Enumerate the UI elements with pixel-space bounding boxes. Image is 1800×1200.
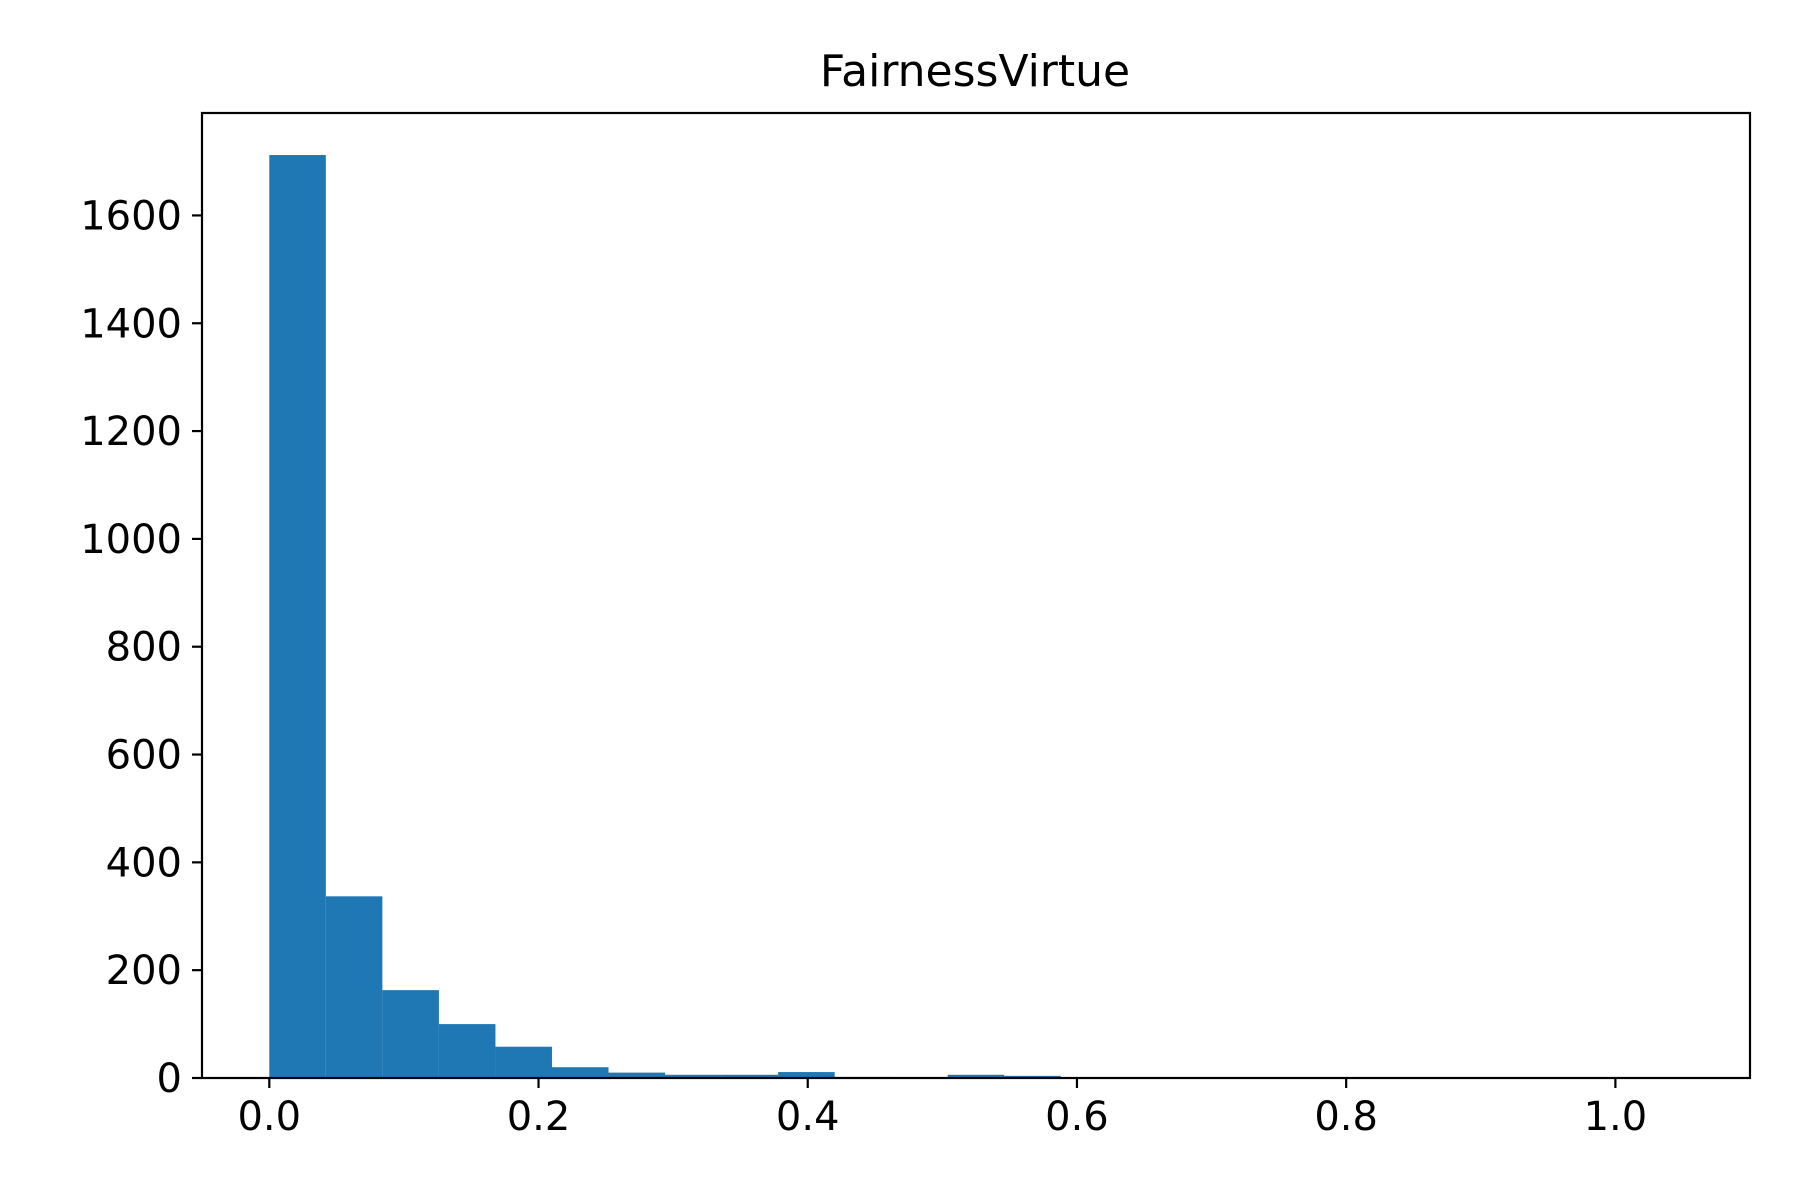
histogram-bar (269, 155, 326, 1078)
y-tick-label: 800 (106, 625, 182, 671)
y-tick-label: 1400 (80, 301, 182, 347)
y-tick-label: 1000 (80, 517, 182, 563)
histogram-bar (325, 896, 383, 1078)
x-tick-label: 0.2 (507, 1094, 571, 1140)
histogram-bar (495, 1046, 552, 1078)
x-tick-label: 0.6 (1045, 1094, 1109, 1140)
histogram-bar (382, 990, 439, 1078)
x-tick-label: 0.4 (776, 1094, 840, 1140)
y-tick-label: 600 (106, 733, 182, 779)
x-tick-label: 0.8 (1314, 1094, 1378, 1140)
y-tick-label: 200 (106, 948, 182, 994)
y-tick-label: 0 (157, 1056, 182, 1102)
chart-title: FairnessVirtue (820, 46, 1130, 97)
y-tick-label: 400 (106, 840, 182, 886)
bars-group (269, 155, 1061, 1078)
histogram-bar (721, 1074, 779, 1078)
histogram-bar (947, 1074, 1005, 1078)
histogram-bar (665, 1074, 722, 1078)
x-tick-label: 0.0 (237, 1094, 301, 1140)
y-axis: 0 200 400 600 800 1000 1200 1400 1600 (80, 193, 202, 1102)
y-tick-label: 1600 (80, 193, 182, 239)
x-tick-label: 1.0 (1584, 1094, 1648, 1140)
y-tick-label: 1200 (80, 409, 182, 455)
histogram-bar (438, 1024, 496, 1078)
plot-frame (200, 111, 1752, 1080)
histogram-bar (778, 1072, 835, 1078)
x-axis: 0.0 0.2 0.4 0.6 0.8 1.0 (237, 1078, 1647, 1140)
histogram-bar (551, 1067, 609, 1078)
histogram-bar (608, 1072, 666, 1078)
